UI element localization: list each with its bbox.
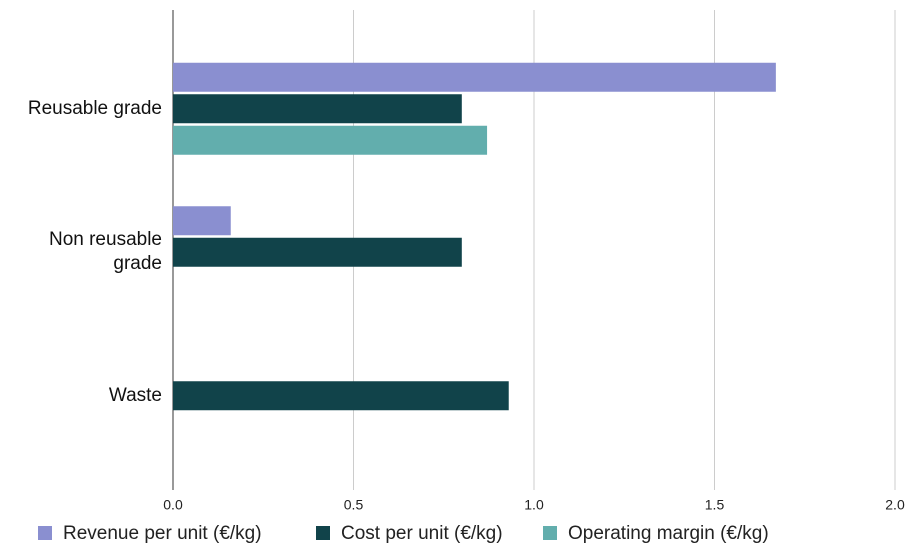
y-tick-label: Waste xyxy=(108,384,162,406)
bar xyxy=(173,125,488,155)
x-tick-label: 1.5 xyxy=(705,497,725,513)
bar xyxy=(173,381,509,411)
x-tick-label: 1.0 xyxy=(524,497,544,513)
y-tick-label: Non reusable grade xyxy=(48,229,162,275)
x-tick-label: 0.5 xyxy=(344,497,364,513)
legend-swatch xyxy=(543,526,557,540)
x-tick-label: 2.0 xyxy=(885,497,905,513)
bar xyxy=(173,94,462,124)
bar xyxy=(173,237,462,267)
legend-swatch xyxy=(316,526,330,540)
bar xyxy=(173,206,231,236)
bar xyxy=(173,62,776,92)
legend-swatch xyxy=(38,526,52,540)
x-tick-label: 0.0 xyxy=(163,497,183,513)
y-tick-label: Reusable grade xyxy=(27,97,162,119)
legend-label: Revenue per unit (€/kg) xyxy=(63,523,262,544)
legend-label: Cost per unit (€/kg) xyxy=(341,523,503,544)
legend-label: Operating margin (€/kg) xyxy=(568,523,769,544)
